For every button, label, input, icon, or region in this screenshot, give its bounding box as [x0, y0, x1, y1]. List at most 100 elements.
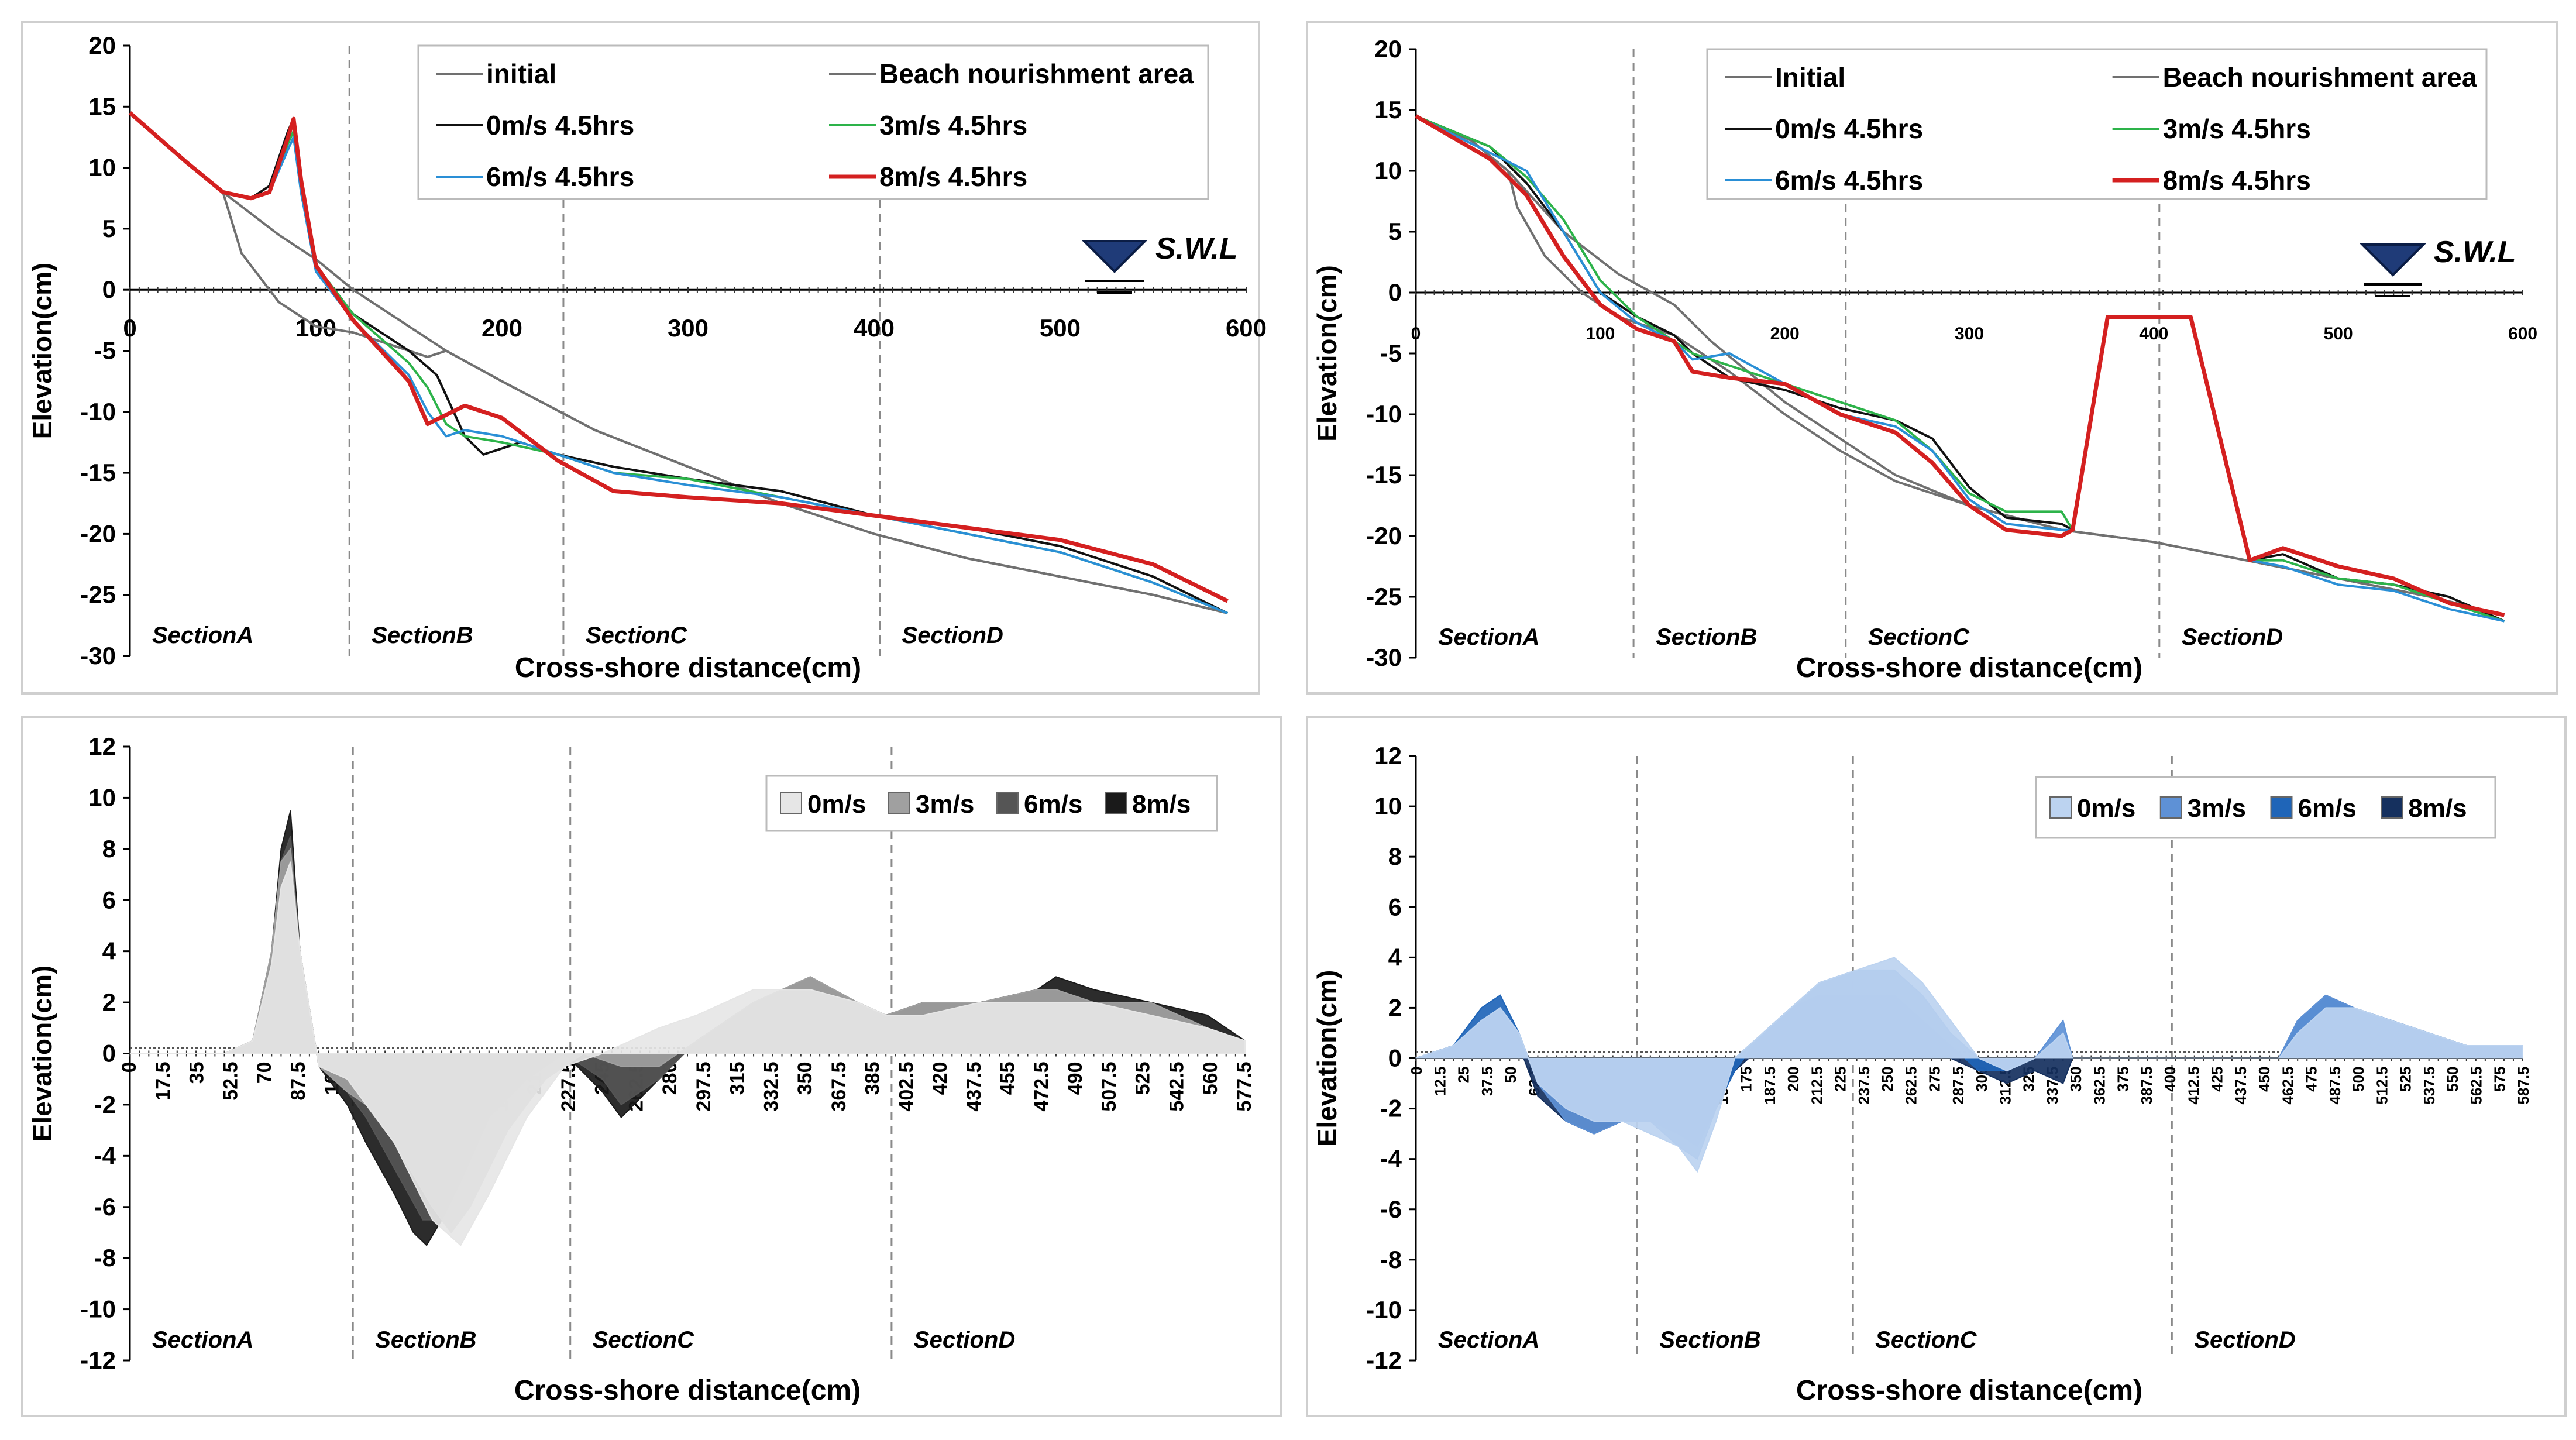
x-tick-label: 400 — [2161, 1067, 2179, 1092]
x-tick-label: 225 — [1832, 1067, 1849, 1092]
y-tick-label: 12 — [1374, 742, 1402, 769]
y-tick-label: 0 — [1388, 279, 1402, 306]
x-tick-label: 350 — [794, 1062, 816, 1095]
x-tick-label: 512.5 — [2373, 1067, 2391, 1105]
series-area — [130, 861, 1246, 1246]
legend-swatch — [2049, 796, 2072, 819]
x-tick-label: 250 — [1879, 1067, 1896, 1092]
x-tick-label: 287.5 — [1949, 1067, 1967, 1105]
y-tick-label: 6 — [1388, 893, 1402, 920]
section-label: SectionD — [2194, 1327, 2295, 1353]
legend: 0m/s 3m/s 6m/s 8m/s — [765, 775, 1218, 832]
legend-box — [2035, 776, 2496, 839]
x-tick-label: 600 — [1226, 314, 1267, 342]
y-tick-label: -12 — [1366, 1346, 1402, 1374]
y-tick-label: 8 — [102, 835, 116, 862]
y-tick-label: 4 — [102, 937, 116, 965]
legend-swatch — [996, 792, 1019, 814]
section-label: SectionB — [1656, 624, 1757, 650]
chart-bottom-right: 12 10 8 6 4 2 0 -2 -4 -6 -8 -10 -12 Elevation(cm) Cros… — [1306, 716, 2567, 1417]
x-tick-label: 412.5 — [2185, 1067, 2202, 1105]
legend-label: 8m/s 4.5hrs — [879, 161, 1027, 192]
y-tick-label: -4 — [94, 1142, 116, 1169]
x-tick-label: 507.5 — [1098, 1062, 1120, 1112]
x-tick-label: 600 — [2508, 324, 2537, 343]
y-tick-label: -10 — [1366, 1296, 1402, 1324]
x-tick-label: 500 — [2324, 324, 2353, 343]
section-label: SectionC — [586, 623, 687, 648]
y-tick-label: 2 — [102, 988, 116, 1016]
legend: Initial Beach nourishment area 0m/s 4.5hrs… — [1706, 48, 2488, 200]
y-tick-label: 10 — [88, 783, 116, 811]
y-tick-label: -15 — [80, 459, 116, 486]
y-axis-title: Elevation(cm) — [27, 263, 57, 439]
y-tick-label: -20 — [1366, 522, 1402, 549]
x-axis-title: Cross-shore distance(cm) — [515, 652, 861, 683]
x-tick-label: 400 — [2139, 324, 2168, 343]
legend-box — [1706, 48, 2488, 200]
section-label: SectionB — [1659, 1327, 1760, 1353]
y-axis-title: Elevation(cm) — [27, 965, 57, 1142]
x-tick-label: 500 — [1040, 314, 1081, 342]
section-label: SectionA — [1438, 624, 1539, 650]
x-tick-label: 237.5 — [1855, 1067, 1873, 1105]
y-tick-label: -10 — [80, 398, 116, 425]
section-label: SectionD — [914, 1327, 1015, 1353]
x-tick-label: 362.5 — [2090, 1067, 2108, 1105]
y-tick-label: 10 — [88, 154, 116, 181]
x-tick-label: 375 — [2114, 1067, 2132, 1092]
series-line — [1415, 115, 2505, 623]
series-line — [1415, 114, 2505, 617]
x-tick-label: 560 — [1199, 1062, 1222, 1095]
y-tick-label: -10 — [1366, 400, 1402, 428]
legend-label: 6m/s — [1024, 790, 1082, 819]
y-tick-label: 20 — [1374, 35, 1402, 63]
x-tick-label: 300 — [1955, 324, 1984, 343]
y-tick-label: -8 — [1380, 1246, 1402, 1273]
x-tick-label: 300 — [668, 314, 709, 342]
y-tick-label: 6 — [102, 886, 116, 913]
chart-bottom-left: 121086420-2-4-6-8-10-12Elevation(cm)Cros… — [21, 716, 1282, 1417]
series-line — [128, 111, 1229, 603]
x-tick-label: 455 — [997, 1062, 1019, 1095]
x-tick-label: 450 — [2255, 1067, 2273, 1092]
legend-label: 0m/s — [2077, 794, 2135, 823]
x-tick-label: 25 — [1455, 1067, 1473, 1084]
x-axis-title: Cross-shore distance(cm) — [1796, 652, 2142, 683]
legend-label: 8m/s — [1132, 790, 1191, 819]
y-tick-label: -6 — [94, 1193, 116, 1221]
x-axis-title: Cross-shore distance(cm) — [1796, 1375, 2142, 1406]
section-label: SectionD — [2182, 624, 2283, 650]
legend-label: Beach nourishment area — [879, 59, 1194, 89]
legend-label: 6m/s — [2298, 794, 2357, 823]
section-label: SectionA — [1438, 1327, 1539, 1353]
legend-swatch — [888, 792, 910, 814]
legend-label: 0m/s 4.5hrs — [486, 110, 634, 140]
y-tick-label: 8 — [1388, 843, 1402, 870]
y-axis-title: Elevation(cm) — [1312, 970, 1342, 1147]
legend-box — [417, 44, 1209, 200]
x-tick-label: 487.5 — [2326, 1067, 2344, 1105]
x-tick-label: 87.5 — [287, 1062, 309, 1101]
legend-box — [765, 775, 1218, 832]
x-tick-label: 587.5 — [2515, 1067, 2532, 1105]
x-tick-label: 187.5 — [1761, 1067, 1779, 1105]
section-label: SectionB — [375, 1327, 476, 1353]
x-tick-label: 525 — [2397, 1067, 2415, 1092]
legend-label: 6m/s 4.5hrs — [1775, 165, 1923, 195]
x-tick-label: 275 — [1926, 1067, 1944, 1092]
x-tick-label: 0 — [118, 1062, 140, 1073]
x-tick-label: 200 — [1784, 1067, 1802, 1092]
legend-label: 0m/s 4.5hrs — [1775, 114, 1923, 144]
x-tick-label: 332.5 — [760, 1062, 782, 1112]
x-tick-label: 475 — [2303, 1067, 2320, 1092]
x-tick-label: 200 — [482, 314, 522, 342]
x-tick-label: 17.5 — [152, 1062, 174, 1101]
legend-swatch — [2270, 796, 2293, 819]
legend-label: 3m/s 4.5hrs — [2163, 114, 2311, 144]
x-tick-label: 537.5 — [2420, 1067, 2438, 1105]
series-line — [1415, 115, 2505, 623]
legend-label: 0m/s — [807, 790, 866, 819]
y-tick-label: -4 — [1380, 1145, 1402, 1173]
